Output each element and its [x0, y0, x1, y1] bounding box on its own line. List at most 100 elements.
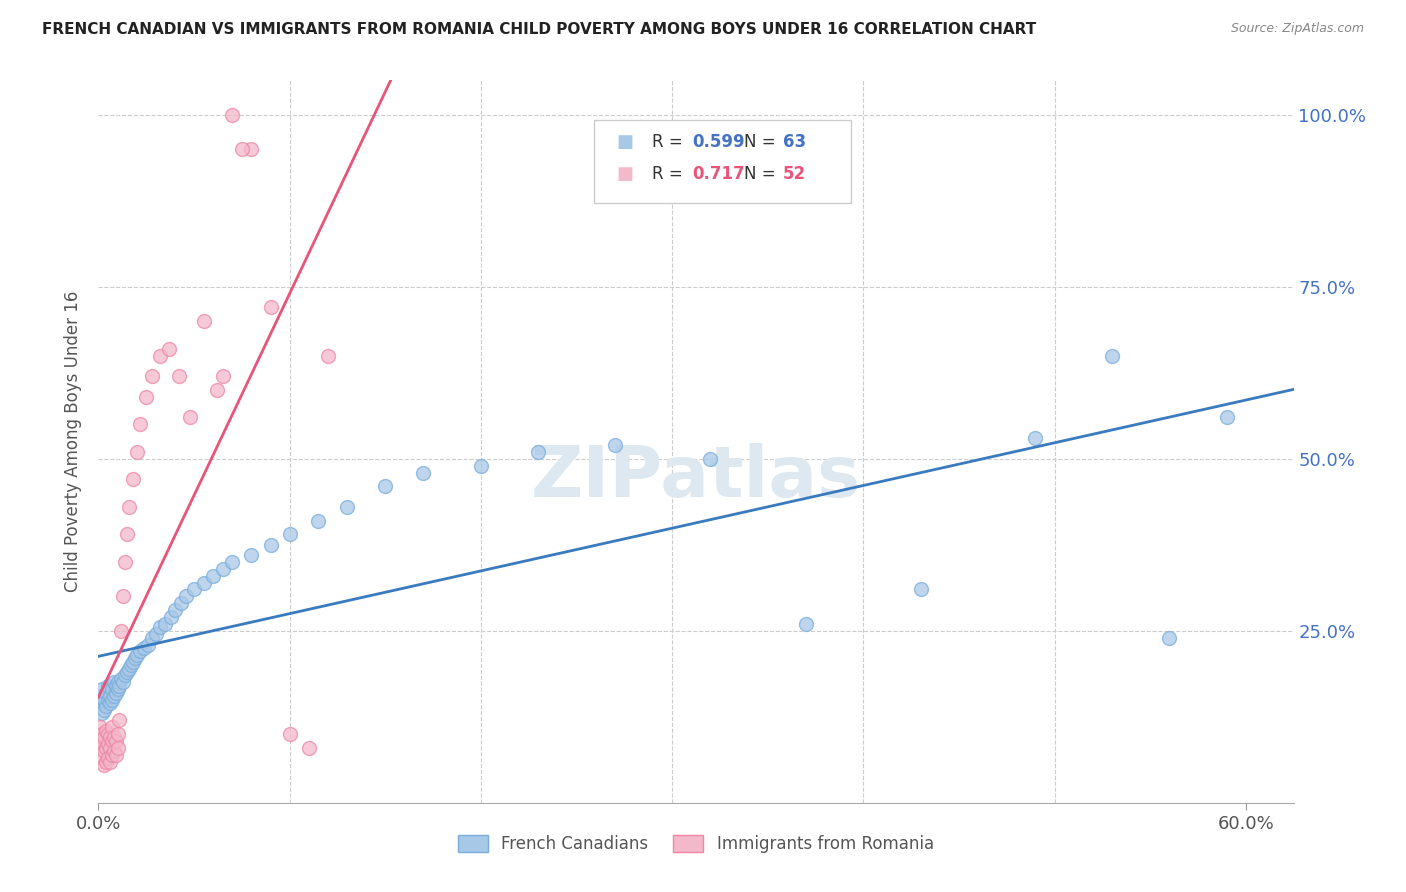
Text: R =: R =	[652, 133, 688, 151]
Point	[101, 692, 124, 706]
Point	[115, 665, 138, 679]
Point	[89, 689, 111, 703]
Point	[91, 751, 114, 765]
Point	[93, 731, 115, 745]
Point	[125, 445, 148, 459]
Text: 52: 52	[783, 165, 806, 183]
Point	[93, 758, 115, 772]
Point	[104, 679, 127, 693]
Point	[259, 301, 281, 315]
Point	[134, 640, 156, 655]
Point	[103, 744, 125, 758]
Point	[211, 562, 233, 576]
Point	[101, 682, 124, 697]
Point	[1215, 410, 1237, 425]
Point	[98, 731, 121, 745]
Point	[98, 740, 121, 755]
Point	[1101, 349, 1123, 363]
Point	[145, 627, 167, 641]
Point	[794, 616, 817, 631]
Text: N =: N =	[744, 165, 780, 183]
Point	[94, 755, 117, 769]
Point	[1159, 631, 1181, 645]
Point	[107, 727, 129, 741]
Point	[97, 751, 120, 765]
Legend: French Canadians, Immigrants from Romania: French Canadians, Immigrants from Romani…	[451, 828, 941, 860]
Point	[101, 734, 124, 748]
Point	[108, 713, 131, 727]
Point	[110, 672, 132, 686]
Point	[141, 631, 163, 645]
Point	[98, 696, 121, 710]
Point	[103, 731, 125, 745]
Point	[374, 479, 396, 493]
Point	[124, 651, 146, 665]
Point	[176, 590, 198, 604]
Point	[97, 727, 120, 741]
Point	[240, 548, 263, 562]
Point	[157, 342, 180, 356]
Point	[94, 686, 117, 700]
Point	[412, 466, 434, 480]
Text: FRENCH CANADIAN VS IMMIGRANTS FROM ROMANIA CHILD POVERTY AMONG BOYS UNDER 16 COR: FRENCH CANADIAN VS IMMIGRANTS FROM ROMAN…	[42, 22, 1036, 37]
Point	[163, 603, 186, 617]
Text: 63: 63	[783, 133, 806, 151]
Point	[160, 610, 183, 624]
Point	[1024, 431, 1046, 445]
Point	[103, 689, 125, 703]
Point	[94, 699, 117, 714]
Point	[307, 514, 329, 528]
Point	[121, 655, 143, 669]
Point	[89, 731, 111, 745]
Point	[211, 369, 233, 384]
Point	[120, 658, 142, 673]
Point	[107, 675, 129, 690]
Point	[114, 668, 136, 682]
Point	[183, 582, 205, 597]
Point	[101, 747, 124, 762]
Point	[103, 675, 125, 690]
Point	[202, 568, 225, 582]
Point	[98, 689, 121, 703]
Point	[141, 369, 163, 384]
Point	[193, 314, 215, 328]
Point	[93, 692, 115, 706]
Text: R =: R =	[652, 165, 688, 183]
Text: ■: ■	[616, 165, 633, 183]
Text: N =: N =	[744, 133, 780, 151]
Point	[155, 616, 177, 631]
Point	[115, 527, 138, 541]
Text: ■: ■	[616, 133, 633, 151]
Point	[910, 582, 932, 597]
Point	[101, 720, 124, 734]
Point	[278, 727, 301, 741]
Point	[107, 682, 129, 697]
Point	[298, 740, 321, 755]
Point	[98, 755, 121, 769]
Point	[112, 675, 135, 690]
Point	[94, 723, 117, 738]
Point	[179, 410, 201, 425]
Text: ZIPatlas: ZIPatlas	[531, 443, 860, 512]
Point	[259, 538, 281, 552]
Point	[527, 445, 550, 459]
Point	[193, 575, 215, 590]
Point	[91, 706, 114, 721]
Point	[94, 740, 117, 755]
Point	[91, 682, 114, 697]
Point	[104, 734, 127, 748]
Point	[104, 747, 127, 762]
Point	[107, 740, 129, 755]
Point	[89, 720, 111, 734]
Point	[167, 369, 190, 384]
Point	[470, 458, 492, 473]
Point	[240, 142, 263, 156]
Point	[93, 744, 115, 758]
Point	[278, 527, 301, 541]
Point	[118, 662, 141, 676]
Point	[221, 555, 243, 569]
Point	[129, 644, 152, 658]
Point	[129, 417, 152, 432]
Point	[149, 620, 172, 634]
Point	[221, 108, 243, 122]
